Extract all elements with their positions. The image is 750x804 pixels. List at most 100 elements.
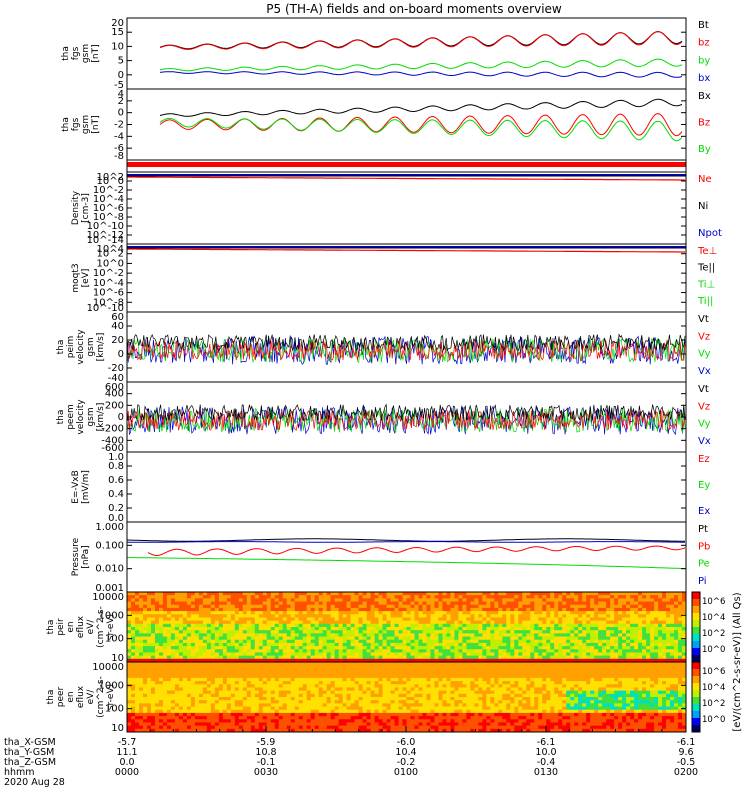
- spec-cell: [526, 598, 530, 602]
- spec-cell: [534, 630, 538, 634]
- line-by: [160, 118, 682, 140]
- spec-cell: [614, 652, 618, 656]
- spec-cell: [650, 611, 654, 615]
- spec-cell: [139, 598, 143, 602]
- spec-cell: [307, 640, 311, 644]
- spec-cell: [454, 621, 458, 625]
- spec-cell: [179, 649, 183, 653]
- spec-cell: [247, 624, 251, 628]
- spec-cell: [478, 627, 482, 631]
- spec-cell: [582, 614, 586, 618]
- spec-cell: [327, 662, 331, 666]
- spec-cell: [418, 595, 422, 599]
- spec-cell: [247, 668, 251, 672]
- spec-cell: [618, 592, 622, 596]
- spec-cell: [323, 675, 327, 679]
- spec-cell: [287, 605, 291, 609]
- spec-cell: [530, 681, 534, 685]
- spec-cell: [450, 614, 454, 618]
- spec-cell: [610, 678, 614, 682]
- spec-cell: [259, 681, 263, 685]
- spec-cell: [558, 652, 562, 656]
- spec-cell: [287, 633, 291, 637]
- spec-cell: [147, 665, 151, 669]
- spec-cell: [255, 624, 259, 628]
- spec-cell: [670, 675, 674, 679]
- spec-cell: [403, 672, 407, 676]
- spec-cell: [407, 637, 411, 641]
- spec-cell: [430, 611, 434, 615]
- ylabel-line: Pressure: [71, 537, 81, 576]
- spec-cell: [263, 665, 267, 669]
- spec-cell: [403, 614, 407, 618]
- spec-cell: [554, 665, 558, 669]
- spec-cell: [395, 637, 399, 641]
- spec-cell: [666, 681, 670, 685]
- spec-cell: [542, 656, 546, 660]
- spec-cell: [275, 662, 279, 666]
- spec-cell: [263, 630, 267, 634]
- spec-cell: [147, 637, 151, 641]
- spec-cell: [614, 614, 618, 618]
- spec-cell: [498, 656, 502, 660]
- spec-cell: [582, 627, 586, 631]
- spec-cell: [195, 694, 199, 698]
- spec-cell: [307, 617, 311, 621]
- spec-cell: [319, 662, 323, 666]
- spec-cell: [490, 643, 494, 647]
- spec-cell: [287, 643, 291, 647]
- spec-cell: [167, 665, 171, 669]
- spec-cell: [506, 672, 510, 676]
- spec-cell: [403, 595, 407, 599]
- spec-cell: [526, 624, 530, 628]
- spec-cell: [159, 665, 163, 669]
- spec-cell: [598, 614, 602, 618]
- spec-cell: [291, 656, 295, 660]
- spec-cell: [478, 643, 482, 647]
- spec-cell: [191, 608, 195, 612]
- spec-cell: [422, 643, 426, 647]
- spec-cell: [403, 602, 407, 606]
- spec-cell: [510, 605, 514, 609]
- spec-cell: [554, 592, 558, 596]
- spec-cell: [407, 672, 411, 676]
- spec-cell: [387, 652, 391, 656]
- spec-cell: [522, 652, 526, 656]
- spec-cell: [347, 668, 351, 672]
- spec-cell: [514, 637, 518, 641]
- spec-cell: [399, 627, 403, 631]
- spec-cell: [542, 630, 546, 634]
- spec-cell: [550, 684, 554, 688]
- spec-cell: [179, 617, 183, 621]
- spec-cell: [243, 672, 247, 676]
- spec-cell: [514, 675, 518, 679]
- spec-cell: [554, 668, 558, 672]
- spec-cell: [199, 675, 203, 679]
- spec-cell: [570, 672, 574, 676]
- spec-cell: [331, 646, 335, 650]
- spec-cell: [259, 675, 263, 679]
- spec-cell: [323, 672, 327, 676]
- spec-cell: [438, 684, 442, 688]
- spec-cell: [231, 697, 235, 701]
- spec-cell: [163, 668, 167, 672]
- spec-cell: [558, 602, 562, 606]
- spec-cell: [490, 675, 494, 679]
- spec-cell: [211, 640, 215, 644]
- spec-cell: [239, 643, 243, 647]
- spec-cell: [291, 668, 295, 672]
- spec-cell: [558, 633, 562, 637]
- spec-cell: [295, 605, 299, 609]
- spec-cell: [207, 646, 211, 650]
- spec-cell: [387, 602, 391, 606]
- spec-cell: [135, 697, 139, 701]
- spec-cell: [558, 668, 562, 672]
- spec-cell: [638, 637, 642, 641]
- spec-cell: [191, 694, 195, 698]
- spec-cell: [275, 630, 279, 634]
- legend-pe: Pe: [698, 559, 710, 570]
- spec-cell: [203, 633, 207, 637]
- spec-cell: [359, 621, 363, 625]
- spec-cell: [331, 595, 335, 599]
- spec-cell: [219, 649, 223, 653]
